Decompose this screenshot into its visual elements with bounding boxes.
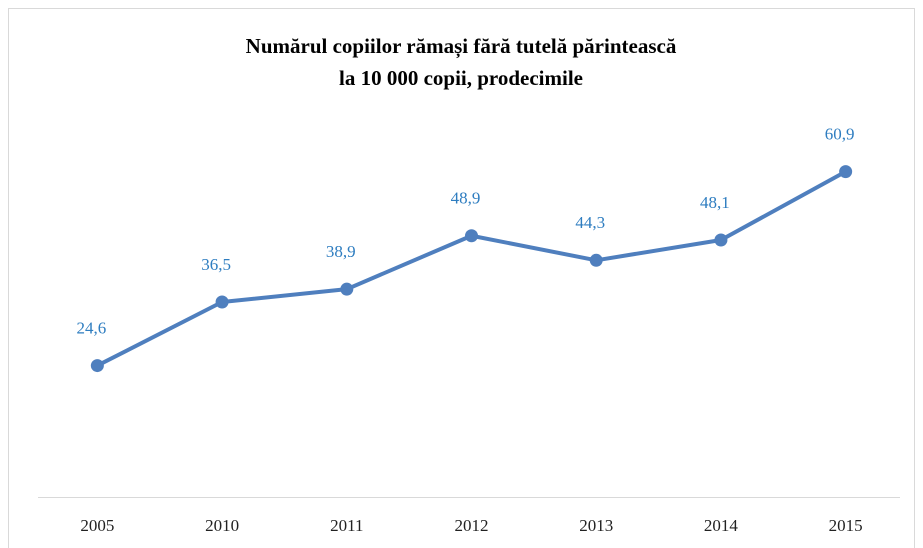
data-label: 60,9 <box>825 125 855 144</box>
x-tick-label: 2012 <box>455 516 489 535</box>
data-point <box>340 282 354 296</box>
x-tick-label: 2010 <box>205 516 239 535</box>
chart-title: Numărul copiilor rămași fără tutelă pări… <box>246 34 677 59</box>
x-tick-label: 2013 <box>579 516 613 535</box>
data-point <box>215 295 229 309</box>
x-tick-label: 2005 <box>80 516 114 535</box>
data-label: 48,9 <box>451 189 481 208</box>
data-point <box>839 165 853 179</box>
data-point <box>589 253 603 267</box>
data-label: 24,6 <box>76 318 106 337</box>
chart-title: la 10 000 copii, prodecimile <box>339 66 583 90</box>
data-point <box>714 233 728 247</box>
data-label: 36,5 <box>201 255 231 274</box>
chart-frame <box>8 8 915 548</box>
data-point <box>465 229 478 243</box>
data-label: 38,9 <box>326 242 356 261</box>
data-label: 44,3 <box>575 213 605 232</box>
data-label: 48,1 <box>700 193 730 212</box>
data-point <box>90 359 104 373</box>
x-tick-label: 2015 <box>829 516 863 535</box>
x-tick-label: 2014 <box>704 516 739 535</box>
x-tick-label: 2011 <box>330 516 363 535</box>
